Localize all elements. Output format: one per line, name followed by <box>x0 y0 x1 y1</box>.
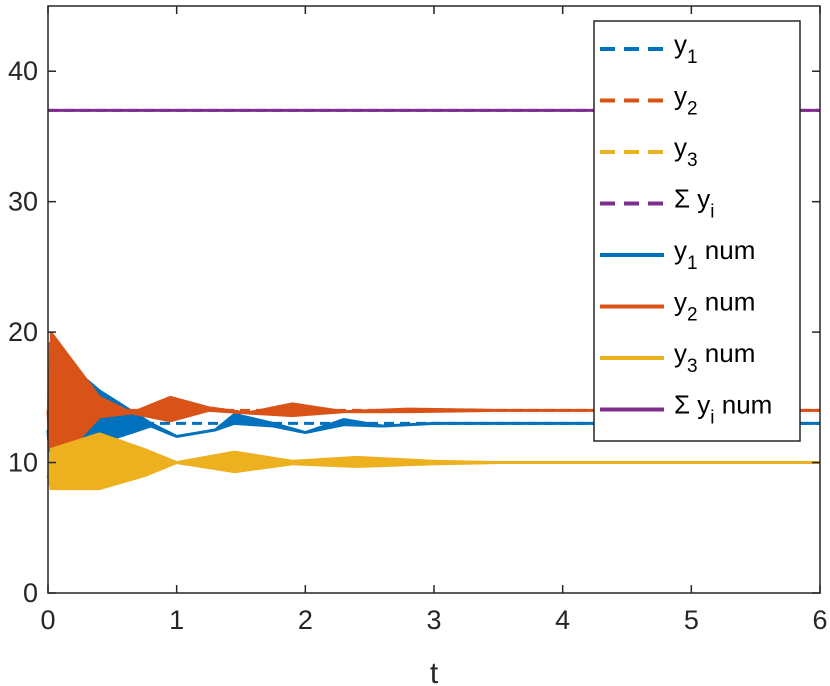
legend-label-suffix: num <box>715 390 773 420</box>
legend-label-base: Σ y <box>674 184 710 214</box>
legend-label-subscript: i <box>710 202 714 223</box>
legend-label-base: y <box>674 287 687 317</box>
x-tick-label: 2 <box>298 605 313 635</box>
legend-label-subscript: 1 <box>687 253 698 274</box>
legend-label-base: y <box>674 235 687 265</box>
legend-label-base: y <box>674 132 687 162</box>
legend-label-base: Σ y <box>674 390 710 420</box>
legend-label-subscript: 2 <box>687 305 698 326</box>
legend-entry: y3 num <box>600 338 755 377</box>
legend-box <box>593 20 801 442</box>
legend-label: y2 <box>674 81 698 120</box>
y-axis: 0 10 20 30 40 <box>8 56 820 608</box>
legend-label-subscript: 3 <box>687 356 698 377</box>
legend-label: y3 <box>674 132 698 171</box>
x-axis-label: t <box>430 657 439 686</box>
x-axis: 0 1 2 3 4 5 6 <box>40 6 828 635</box>
series-y3-num-line <box>46 432 821 491</box>
legend-label-suffix: num <box>698 235 756 265</box>
legend-label-subscript: i <box>710 408 714 429</box>
y-tick-label: 0 <box>23 578 38 608</box>
series-y3 <box>46 432 821 491</box>
x-tick-label: 6 <box>812 605 827 635</box>
legend-label-subscript: 2 <box>687 99 698 120</box>
legend-label: Σ yi num <box>674 390 772 429</box>
legend-label-subscript: 1 <box>687 47 698 68</box>
x-tick-label: 3 <box>426 605 441 635</box>
legend-entry: Σ yi <box>600 184 715 223</box>
y-tick-label: 20 <box>8 317 38 347</box>
legend-label: y1 num <box>674 235 755 274</box>
x-tick-label: 4 <box>555 605 570 635</box>
plot-series <box>46 108 821 491</box>
legend-entry: Σ yi num <box>600 390 772 429</box>
legend-label-base: y <box>674 81 687 111</box>
legend-label: Σ yi <box>674 184 715 223</box>
legend-entry: y2 num <box>600 287 755 326</box>
y-tick-label: 10 <box>8 448 38 478</box>
legend-label: y1 <box>674 29 698 68</box>
y-tick-label: 40 <box>8 56 38 86</box>
legend-label-suffix: num <box>698 338 756 368</box>
x-tick-label: 1 <box>169 605 184 635</box>
legend-label: y2 num <box>674 287 755 326</box>
legend-label-base: y <box>674 338 687 368</box>
legend-label: y3 num <box>674 338 755 377</box>
legend-entry: y1 <box>600 29 698 68</box>
legend-entry: y2 <box>600 81 698 120</box>
legend-entry: y1 num <box>600 235 755 274</box>
x-tick-label: 5 <box>684 605 699 635</box>
x-tick-label: 0 <box>40 605 55 635</box>
legend-label-base: y <box>674 29 687 59</box>
y-tick-label: 30 <box>8 187 38 217</box>
legend-label-suffix: num <box>698 287 756 317</box>
legend-label-subscript: 3 <box>687 150 698 171</box>
legend-entry: y3 <box>600 132 698 171</box>
